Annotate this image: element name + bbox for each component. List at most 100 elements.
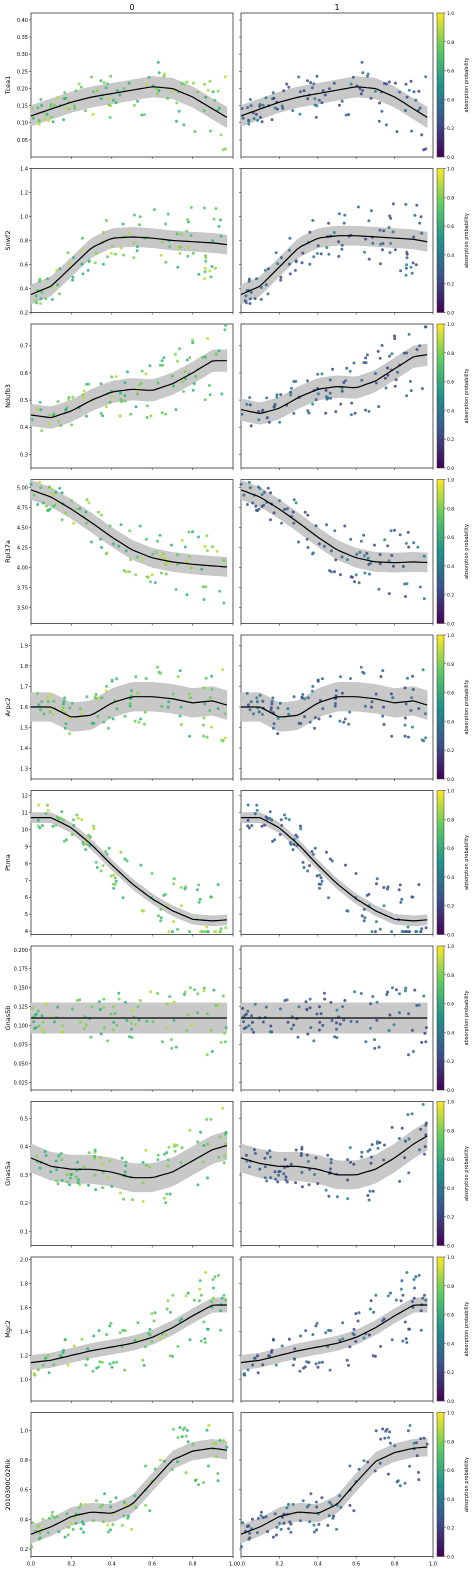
data-point <box>326 1153 330 1157</box>
data-point <box>326 1523 330 1527</box>
data-point <box>102 1006 106 1010</box>
data-point <box>156 539 159 543</box>
data-point <box>94 251 98 255</box>
data-point <box>354 872 358 875</box>
data-point <box>240 1545 243 1549</box>
chart-row-Arpc2: Arpc21.31.41.51.61.71.81.90.00.20.40.60.… <box>4 633 470 783</box>
data-point <box>313 726 316 730</box>
data-point <box>56 283 60 287</box>
data-point <box>163 1152 167 1156</box>
data-point <box>85 695 89 699</box>
data-point <box>190 1023 194 1027</box>
y-tick-label: 1.0 <box>20 1377 28 1383</box>
data-point <box>163 1196 166 1200</box>
data-point <box>127 570 131 574</box>
data-point <box>250 1014 254 1018</box>
x-tick-label: 1.0 <box>229 1562 237 1568</box>
colorbar-tick-label: 0.4 <box>447 97 454 103</box>
data-point <box>311 1333 315 1336</box>
data-point <box>122 1514 126 1518</box>
data-point <box>410 895 414 899</box>
data-point <box>61 708 65 712</box>
data-point <box>108 115 112 119</box>
data-point <box>203 1341 207 1344</box>
data-point <box>145 575 149 579</box>
data-point <box>217 224 221 228</box>
data-point <box>331 367 335 371</box>
data-point <box>87 1151 91 1155</box>
colorbar-tick-label: 0.4 <box>447 875 454 881</box>
data-point <box>135 555 139 559</box>
data-point <box>412 1296 416 1300</box>
data-point <box>317 1005 321 1009</box>
data-point <box>297 721 301 725</box>
data-point <box>292 498 296 502</box>
data-point <box>205 1053 209 1057</box>
data-point <box>350 401 354 405</box>
data-point <box>134 1505 138 1509</box>
data-point <box>108 524 112 528</box>
data-point <box>104 850 108 853</box>
data-point <box>369 1299 373 1303</box>
data-point <box>314 1362 318 1366</box>
data-point <box>82 1027 86 1031</box>
data-point <box>273 1512 277 1516</box>
data-point <box>289 393 293 397</box>
data-point <box>75 999 79 1002</box>
data-point <box>341 1337 345 1341</box>
data-point <box>69 1173 73 1177</box>
data-point <box>241 1006 245 1010</box>
chart-row-Ptma: Ptma4567891011120.00.20.40.60.81.0absorp… <box>4 789 470 939</box>
data-point <box>246 1368 250 1372</box>
data-point <box>418 221 422 225</box>
data-point <box>43 117 47 121</box>
data-point <box>78 998 82 1002</box>
data-point <box>84 1363 88 1367</box>
data-point <box>63 1535 67 1539</box>
data-point <box>301 860 305 864</box>
data-point <box>76 816 80 820</box>
data-point <box>388 251 392 255</box>
data-point <box>210 265 214 268</box>
data-point <box>186 1440 190 1444</box>
data-point <box>210 725 213 729</box>
chart-row-Mgc2: Mgc21.01.21.41.61.82.00.00.20.40.60.81.0… <box>4 1255 470 1405</box>
data-point <box>175 553 179 557</box>
data-point <box>264 815 268 819</box>
y-tick-label: 1.8 <box>20 664 28 670</box>
data-point <box>186 1013 190 1017</box>
data-point <box>36 1009 40 1013</box>
data-point <box>387 1029 391 1032</box>
data-point <box>112 1361 115 1365</box>
data-point <box>424 325 428 329</box>
data-point <box>188 986 192 990</box>
data-point <box>56 400 60 403</box>
data-point <box>202 109 206 112</box>
x-tick-label: 0.6 <box>148 1562 156 1568</box>
data-point <box>409 379 412 383</box>
data-point <box>404 541 408 545</box>
data-point <box>109 1321 113 1325</box>
data-point <box>308 997 312 1001</box>
data-point <box>315 874 319 878</box>
data-point <box>360 378 364 382</box>
colorbar-tick-label: 0.4 <box>447 1186 454 1192</box>
y-axis-label: Arpc2 <box>4 698 12 717</box>
data-point <box>305 537 309 541</box>
data-point <box>76 1178 80 1182</box>
data-point <box>286 707 290 711</box>
data-point <box>373 1046 377 1050</box>
data-point <box>204 259 208 263</box>
data-point <box>308 720 312 724</box>
data-point <box>64 838 68 842</box>
data-point <box>36 503 40 506</box>
y-tick-label: 4.00 <box>17 566 28 572</box>
data-point <box>158 1336 162 1340</box>
data-point <box>210 1300 213 1304</box>
data-point <box>316 372 320 376</box>
colorbar-tick-label: 0.6 <box>447 224 454 230</box>
data-point <box>386 1294 390 1298</box>
data-point <box>375 1140 379 1144</box>
data-point <box>106 726 110 730</box>
data-point <box>93 1173 97 1177</box>
